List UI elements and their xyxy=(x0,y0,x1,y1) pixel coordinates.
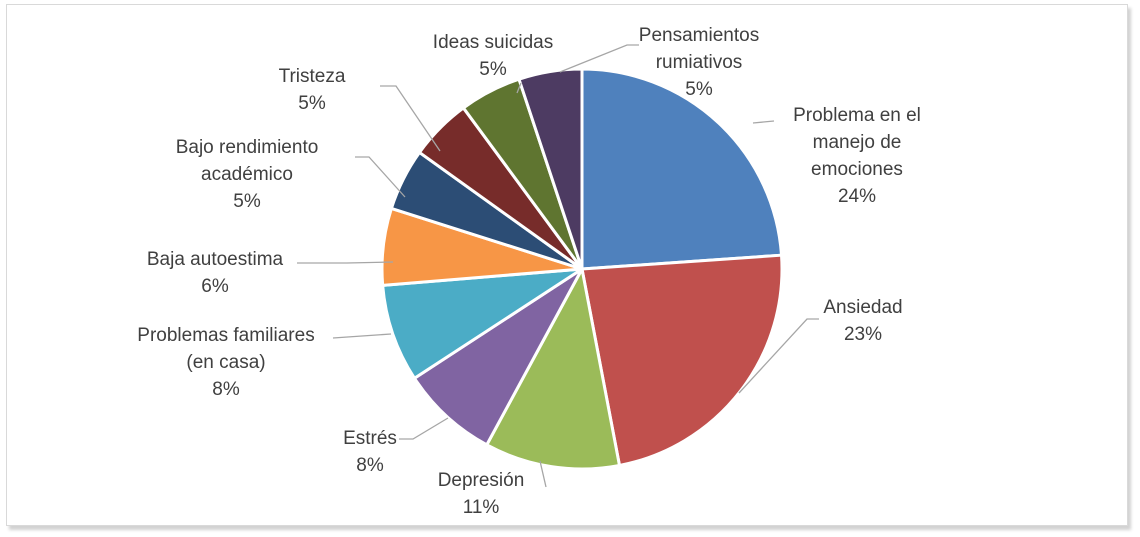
slice-label: emociones xyxy=(811,159,903,180)
slice-label: Estrés xyxy=(343,428,397,449)
slice-label: Pensamientos xyxy=(639,25,759,46)
slice-label: Baja autoestima xyxy=(147,249,284,270)
leaders-layer xyxy=(297,44,819,488)
leader-line xyxy=(399,417,449,440)
labels-layer: Problema en el manejo de emociones 24% Ansie… xyxy=(137,25,921,518)
slices-layer xyxy=(380,67,784,471)
slice-percent-label: 5% xyxy=(298,93,326,114)
slice-percent-label: 8% xyxy=(212,379,240,400)
leader-line xyxy=(738,318,819,394)
slice-percent-label: 11% xyxy=(463,497,500,518)
slice-percent-label: 5% xyxy=(233,191,261,212)
slice-label: Bajo rendimiento xyxy=(176,137,319,158)
leader-line xyxy=(332,333,392,339)
pie-slice xyxy=(381,267,584,380)
slice-label: Problema en el xyxy=(793,105,921,126)
leader-line xyxy=(355,156,406,198)
pie-slice xyxy=(580,67,784,271)
pie-slice xyxy=(412,267,584,447)
slice-label: Depresión xyxy=(438,470,525,491)
slice-label: rumiativos xyxy=(656,52,743,73)
slice-percent-label: 24% xyxy=(838,186,876,207)
slice-label: académico xyxy=(201,164,293,185)
leader-line xyxy=(516,82,522,94)
leader-line xyxy=(559,44,639,73)
slice-percent-label: 8% xyxy=(356,455,384,476)
leader-line xyxy=(380,85,441,152)
slice-label: manejo de xyxy=(813,132,902,153)
slice-percent-label: 5% xyxy=(479,59,507,80)
slice-percent-label: 6% xyxy=(201,276,229,297)
slice-label: Ansiedad xyxy=(823,297,902,318)
slice-percent-label: 23% xyxy=(844,324,882,345)
pie-chart: Problema en el manejo de emociones 24% Ansie… xyxy=(137,25,921,518)
slice-label: Tristeza xyxy=(279,66,346,87)
leader-line xyxy=(752,120,775,124)
slice-label: Ideas suicidas xyxy=(433,32,553,53)
chart-frame: Problema en el manejo de emociones 24% Ansie… xyxy=(6,4,1128,526)
leader-line xyxy=(539,460,547,488)
slice-label: (en casa) xyxy=(186,352,265,373)
pie-slice xyxy=(517,67,584,271)
slice-label: Problemas familiares xyxy=(137,325,314,346)
slice-percent-label: 5% xyxy=(685,79,713,100)
leader-line xyxy=(297,261,394,264)
pie-slice xyxy=(485,267,621,471)
